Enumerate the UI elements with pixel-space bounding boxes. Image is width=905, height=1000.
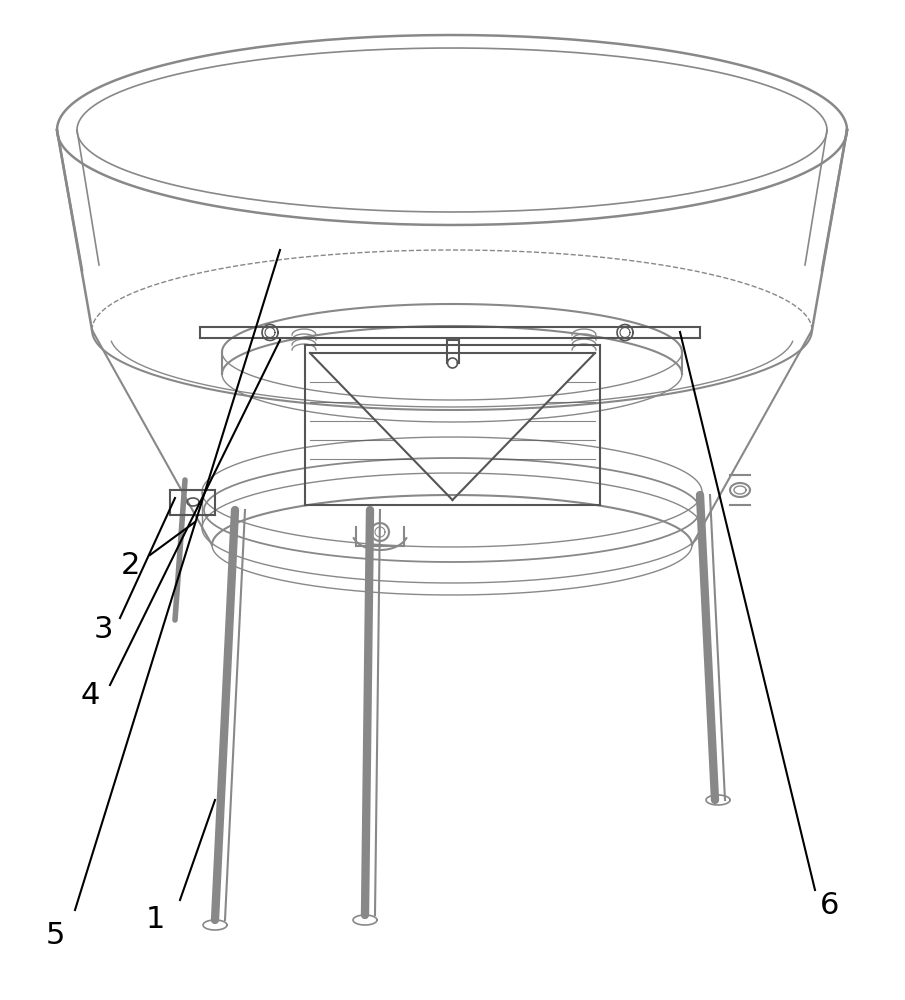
Text: 2: 2 bbox=[120, 550, 139, 580]
Text: 6: 6 bbox=[820, 890, 840, 920]
Text: 1: 1 bbox=[146, 906, 165, 934]
Text: 4: 4 bbox=[81, 680, 100, 710]
Text: 3: 3 bbox=[93, 615, 113, 645]
Text: 5: 5 bbox=[45, 920, 64, 950]
